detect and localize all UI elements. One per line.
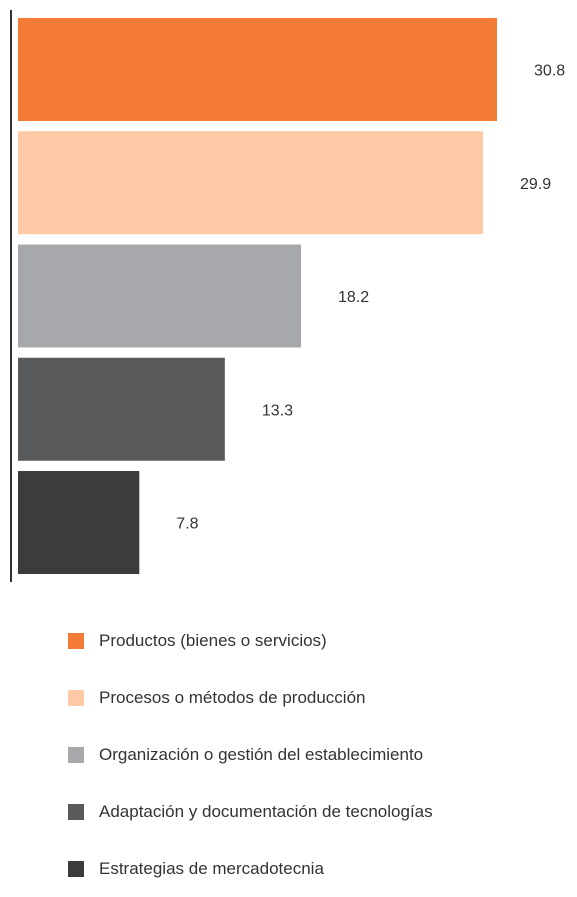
legend-label: Organización o gestión del establecimien… bbox=[99, 745, 423, 765]
bar-value-label: 13.3 bbox=[262, 402, 293, 419]
legend: Productos (bienes o servicios) Procesos … bbox=[68, 612, 433, 897]
bar-chart: 30.8 29.9 18.2 13.3 7.8 bbox=[0, 0, 577, 600]
legend-label: Adaptación y documentación de tecnología… bbox=[99, 802, 433, 822]
legend-item: Productos (bienes o servicios) bbox=[68, 612, 433, 669]
legend-swatch bbox=[68, 861, 84, 877]
legend-swatch bbox=[68, 690, 84, 706]
bar-value-label: 30.8 bbox=[534, 63, 565, 80]
bar-value-label: 7.8 bbox=[176, 516, 198, 533]
bar-value-label: 18.2 bbox=[338, 289, 369, 306]
legend-swatch bbox=[68, 804, 84, 820]
legend-label: Procesos o métodos de producción bbox=[99, 688, 366, 708]
bar bbox=[18, 471, 139, 574]
bar bbox=[18, 131, 483, 234]
legend-swatch bbox=[68, 633, 84, 649]
legend-swatch bbox=[68, 747, 84, 763]
bar bbox=[18, 358, 225, 461]
bar bbox=[18, 245, 301, 348]
legend-item: Estrategias de mercadotecnia bbox=[68, 840, 433, 897]
bar-value-label: 29.9 bbox=[520, 176, 551, 193]
legend-label: Productos (bienes o servicios) bbox=[99, 631, 327, 651]
legend-label: Estrategias de mercadotecnia bbox=[99, 859, 324, 879]
legend-item: Organización o gestión del establecimien… bbox=[68, 726, 433, 783]
legend-item: Procesos o métodos de producción bbox=[68, 669, 433, 726]
legend-item: Adaptación y documentación de tecnología… bbox=[68, 783, 433, 840]
bar bbox=[18, 18, 497, 121]
bars-group bbox=[18, 18, 497, 574]
